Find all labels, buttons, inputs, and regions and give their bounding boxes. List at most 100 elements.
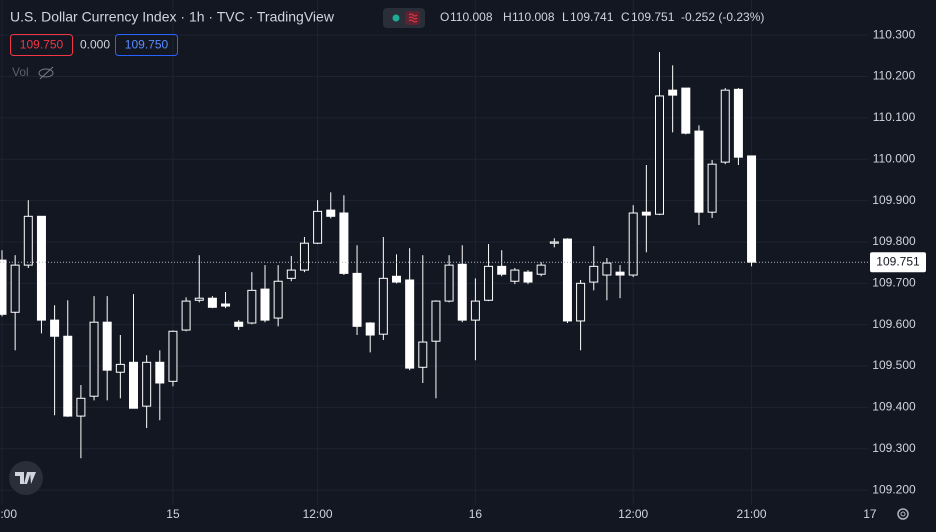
candle-body — [457, 263, 467, 321]
last-price-tag — [870, 252, 926, 273]
x-tick-label: 12:00 — [303, 507, 333, 521]
status-wave — [408, 13, 418, 23]
y-tick-label: 109.200 — [872, 482, 916, 496]
candle-body — [76, 397, 86, 417]
candle-body — [707, 163, 717, 213]
y-tick-label: 109.600 — [872, 317, 916, 331]
candle-body — [418, 341, 428, 368]
logo-mark — [15, 472, 36, 484]
candle-body — [155, 361, 165, 384]
candle-body — [168, 330, 178, 382]
candle-body — [562, 238, 572, 322]
time-axis — [0, 505, 936, 532]
candle-body — [273, 280, 283, 319]
gear-hub — [900, 511, 906, 517]
ohlc-letter: H — [503, 10, 512, 24]
candle-body — [681, 87, 691, 134]
candle-body — [470, 300, 480, 321]
y-tick-label: 110.200 — [873, 69, 916, 83]
ohlc-letter: O — [440, 10, 449, 24]
ohlc-change: -0.252 (-0.23%) — [681, 10, 764, 24]
axes: 110.300 110.200 110.100 110.000 109.900 109.8… — [0, 27, 926, 521]
volume-label: Vol — [12, 65, 29, 79]
candle-body — [0, 259, 7, 315]
candle-body — [668, 89, 678, 96]
ohlc-value: 109.751 — [631, 10, 675, 24]
candle-body — [510, 269, 520, 282]
candle-body — [576, 282, 586, 322]
settings-icon[interactable] — [897, 508, 909, 520]
gear — [897, 508, 909, 520]
candle-body — [641, 211, 651, 216]
candle-body — [115, 363, 125, 373]
indicator-value: 109.750 — [20, 38, 64, 52]
candle-body — [194, 297, 204, 301]
candle-body — [247, 289, 257, 324]
candle-body — [536, 264, 546, 275]
ohlc-letter: L — [562, 10, 569, 24]
y-tick-label: 109.300 — [872, 441, 916, 455]
x-tick-label: 17 — [863, 507, 877, 521]
candle-body — [339, 212, 349, 274]
y-tick-label: 109.500 — [872, 358, 916, 372]
logo[interactable] — [9, 461, 43, 495]
candle-body — [378, 277, 388, 335]
x-tick-label: 16 — [469, 507, 483, 521]
y-tick-label: 110.300 — [873, 27, 916, 41]
candle-body — [655, 95, 664, 215]
candle-body — [628, 212, 638, 276]
candle-body — [50, 319, 60, 337]
candle-body — [181, 300, 191, 331]
indicator-value: 0.000 — [80, 38, 110, 52]
candle-body — [326, 209, 336, 217]
candle-body — [23, 215, 33, 266]
candle-body — [313, 210, 323, 244]
candle-body — [444, 264, 454, 302]
candle-body — [589, 265, 599, 283]
ohlc-value: 110.008 — [450, 10, 493, 24]
candle-body — [286, 269, 296, 279]
candle-body — [405, 279, 415, 369]
candle-body — [497, 265, 507, 275]
ohlc-letter: C — [621, 10, 630, 24]
candle-body — [102, 321, 112, 371]
y-tick-label: 109.400 — [872, 400, 916, 414]
candle-body — [221, 303, 231, 307]
x-tick-label: 12:00 — [618, 507, 648, 521]
chart-title: U.S. Dollar Currency Index · 1h · TVC · … — [10, 9, 335, 25]
x-tick-label: 12:00 — [0, 507, 17, 521]
candle-body — [10, 264, 20, 313]
y-tick-label: 109.700 — [872, 275, 916, 289]
indicator-box[interactable] — [115, 34, 178, 56]
candle-body — [234, 321, 244, 327]
candle-body — [352, 272, 362, 327]
candle-body — [431, 300, 441, 342]
ohlc-value: 109.741 — [570, 10, 614, 24]
candle-body — [549, 241, 559, 244]
last-price-label: 109.751 — [876, 254, 920, 268]
y-tick-label: 109.900 — [872, 193, 916, 207]
y-tick-label: 110.100 — [873, 110, 916, 124]
candle-body — [260, 288, 270, 321]
candle-body — [36, 215, 46, 321]
indicator-box[interactable] — [10, 34, 73, 56]
candle-body — [129, 361, 138, 409]
candle-body — [720, 89, 730, 163]
candle-body — [63, 335, 73, 417]
y-tick-label: 110.000 — [873, 151, 916, 165]
candle-body — [142, 361, 152, 407]
candle-body — [365, 322, 375, 336]
ohlc-value: 110.008 — [512, 10, 555, 24]
status-dot — [392, 14, 400, 22]
candle-body — [89, 321, 99, 397]
y-tick-label: 109.800 — [872, 234, 916, 248]
eye-slash — [39, 66, 54, 80]
candle-body — [733, 88, 743, 158]
candle-body — [392, 275, 401, 283]
indicator-value: 109.750 — [125, 38, 169, 52]
hidden-icon[interactable] — [38, 66, 54, 80]
candle-body — [694, 130, 704, 213]
candle-body — [747, 155, 757, 263]
